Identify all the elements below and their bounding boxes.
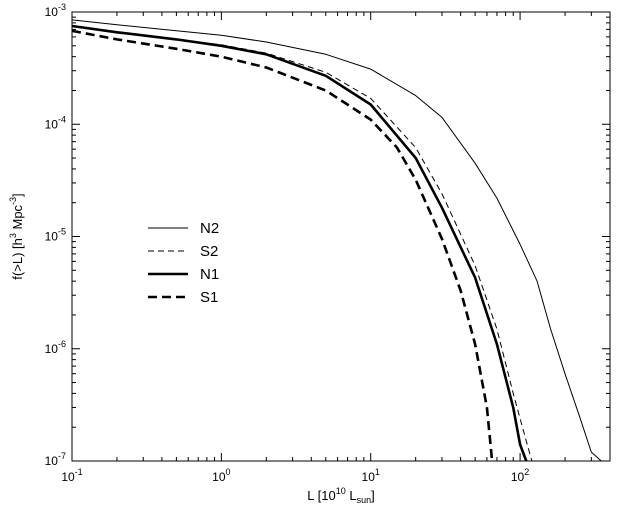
axis-labels: L [1010 Lsun] f(>L) [h3 Mpc-3] [8,193,375,505]
series-line-s2 [71,25,533,462]
series-line-s1 [71,29,494,462]
x-tick-label: 101 [362,467,380,484]
y-tick-label: 10-4 [45,114,66,131]
series-line-n2 [71,19,602,462]
x-tick-label: 102 [511,467,529,484]
series-line-n1 [71,24,528,462]
x-axis-label: L [1010 Lsun] [307,486,374,505]
x-tick-label: 10-1 [61,467,82,484]
y-tick-label: 10-7 [45,451,66,468]
y-tick-label: 10-3 [45,2,66,19]
legend-label-s1: S1 [200,289,218,306]
axis-ticks: 10-1 100 101 102 10-7 10-6 10-5 10-4 10-3 [45,2,611,484]
legend: N2 S2 N1 S1 [148,220,219,306]
y-axis-label: f(>L) [h3 Mpc-3] [8,193,25,279]
legend-label-n2: N2 [200,220,219,237]
legend-label-n1: N1 [200,266,219,283]
plot-frame [71,11,611,462]
legend-label-s2: S2 [200,243,218,260]
series-lines [71,19,602,462]
y-tick-label: 10-5 [45,227,66,244]
x-tick-label: 100 [212,467,230,484]
y-tick-label: 10-6 [45,339,66,356]
